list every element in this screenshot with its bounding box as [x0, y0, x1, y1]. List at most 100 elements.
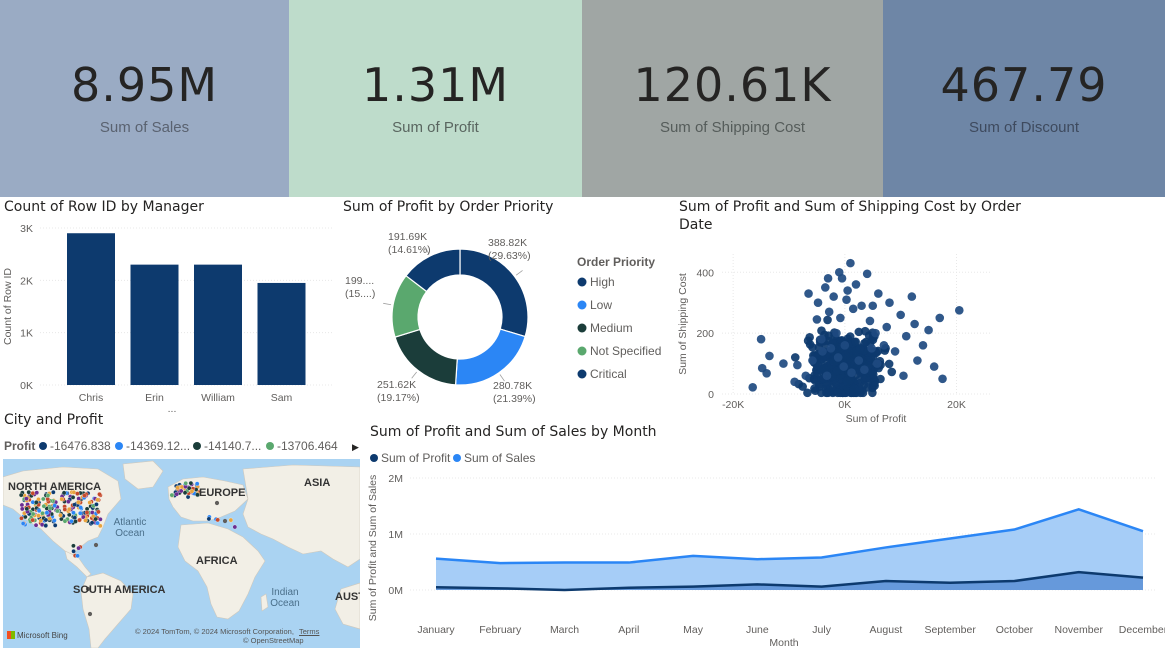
city-marker[interactable]	[18, 492, 24, 498]
scatter-point[interactable]	[857, 301, 866, 311]
scatter-point[interactable]	[840, 341, 850, 350]
scatter-point[interactable]	[899, 371, 908, 381]
scatter-point[interactable]	[804, 289, 813, 298]
legend-item[interactable]: Sum of Sales	[464, 451, 535, 465]
scatter-point[interactable]	[846, 258, 855, 268]
city-marker[interactable]	[71, 510, 76, 515]
city-marker[interactable]	[206, 516, 212, 522]
scatter-point[interactable]	[862, 269, 872, 279]
city-marker[interactable]	[94, 502, 99, 507]
city-marker[interactable]	[98, 517, 103, 522]
scatter-point[interactable]	[801, 371, 811, 381]
scatter-point[interactable]	[874, 289, 883, 298]
city-marker[interactable]	[58, 513, 63, 518]
scatter-point[interactable]	[929, 362, 939, 371]
scatter-point[interactable]	[823, 274, 833, 283]
legend-item[interactable]: -13706.464	[277, 439, 338, 453]
city-marker[interactable]	[24, 506, 30, 512]
city-marker[interactable]	[189, 488, 195, 494]
city-marker[interactable]	[38, 518, 43, 523]
scatter-point[interactable]	[765, 351, 774, 361]
scatter-point[interactable]	[822, 371, 832, 381]
line-sum-of-sales[interactable]	[435, 508, 1144, 565]
map-city-markers[interactable]	[18, 480, 238, 617]
city-marker[interactable]	[232, 524, 238, 530]
scatter-point[interactable]	[832, 328, 841, 338]
scatter-point[interactable]	[896, 310, 905, 320]
city-marker[interactable]	[20, 521, 26, 526]
city-marker[interactable]	[96, 509, 101, 515]
scatter-point[interactable]	[843, 286, 852, 295]
scatter-point[interactable]	[826, 344, 836, 353]
city-marker[interactable]	[76, 499, 81, 505]
manager-bar-chart[interactable]: 0K 1K 2K 3K Count of Row ID Chris Erin William S…	[0, 216, 340, 412]
city-marker[interactable]	[69, 518, 74, 524]
city-marker[interactable]	[73, 519, 78, 524]
city-marker[interactable]	[169, 492, 175, 498]
city-marker[interactable]	[34, 500, 39, 505]
city-marker[interactable]	[95, 520, 100, 526]
city-marker[interactable]	[40, 511, 45, 516]
scatter-point[interactable]	[872, 359, 882, 368]
scatter-point[interactable]	[817, 334, 826, 344]
city-marker[interactable]	[44, 510, 50, 516]
terms-link[interactable]: Terms	[299, 627, 320, 636]
legend-item[interactable]: -14140.7...	[204, 439, 261, 453]
legend-item[interactable]: -14369.12...	[126, 439, 190, 453]
scatter-point[interactable]	[820, 283, 830, 292]
scatter-point[interactable]	[901, 331, 911, 341]
scatter-point[interactable]	[829, 292, 838, 301]
city-marker[interactable]	[175, 485, 180, 490]
city-marker[interactable]	[182, 490, 188, 495]
scatter-point[interactable]	[854, 356, 864, 365]
scatter-point[interactable]	[779, 359, 788, 368]
scatter-point[interactable]	[851, 280, 861, 289]
city-marker[interactable]	[97, 492, 102, 497]
kpi-card-profit[interactable]: 1.31M Sum of Profit	[289, 0, 582, 197]
priority-donut-chart[interactable]: 388.82K(29.63%) 280.78K(21.39%) 251.62K(19…	[340, 216, 670, 412]
scatter-point[interactable]	[954, 306, 964, 315]
city-marker[interactable]	[98, 523, 103, 529]
city-marker[interactable]	[52, 523, 58, 528]
scatter-point[interactable]	[818, 347, 827, 356]
city-marker[interactable]	[34, 490, 40, 495]
scatter-point[interactable]	[882, 322, 892, 332]
donut-slice-critical[interactable]	[405, 248, 461, 293]
city-marker[interactable]	[52, 518, 57, 523]
city-marker[interactable]	[78, 511, 83, 516]
city-marker[interactable]	[95, 497, 100, 503]
city-marker[interactable]	[36, 508, 42, 514]
city-marker[interactable]	[228, 517, 234, 523]
city-marker[interactable]	[188, 480, 194, 486]
scatter-point[interactable]	[938, 374, 947, 384]
city-marker[interactable]	[51, 489, 56, 495]
city-marker[interactable]	[75, 553, 80, 559]
scatter-point[interactable]	[885, 298, 894, 307]
scatter-point[interactable]	[918, 341, 928, 350]
city-marker[interactable]	[30, 511, 36, 517]
bar-erin[interactable]	[130, 264, 179, 385]
city-marker[interactable]	[194, 481, 200, 486]
scatter-point[interactable]	[756, 334, 766, 344]
scatter-point[interactable]	[935, 313, 945, 323]
scatter-point[interactable]	[824, 307, 834, 317]
scatter-point[interactable]	[867, 344, 876, 353]
city-marker[interactable]	[174, 491, 179, 497]
city-marker[interactable]	[19, 516, 24, 521]
world-map[interactable]: NORTH AMERICA EUROPE ASIA AFRICA SOUTH A…	[3, 459, 360, 648]
scatter-point[interactable]	[793, 360, 802, 370]
bar-william[interactable]	[194, 264, 242, 385]
scatter-point[interactable]	[910, 319, 919, 329]
scatter-point[interactable]	[748, 383, 758, 392]
city-marker[interactable]	[43, 517, 49, 523]
scatter-point[interactable]	[790, 377, 799, 387]
city-marker[interactable]	[81, 514, 86, 520]
city-marker[interactable]	[36, 513, 41, 518]
scatter-point[interactable]	[868, 301, 878, 311]
scatter-point[interactable]	[848, 304, 858, 314]
scatter-point[interactable]	[871, 328, 880, 338]
city-marker[interactable]	[62, 518, 68, 524]
scatter-point[interactable]	[813, 298, 823, 307]
legend-item[interactable]: Sum of Profit	[381, 451, 451, 465]
city-marker[interactable]	[20, 506, 25, 512]
